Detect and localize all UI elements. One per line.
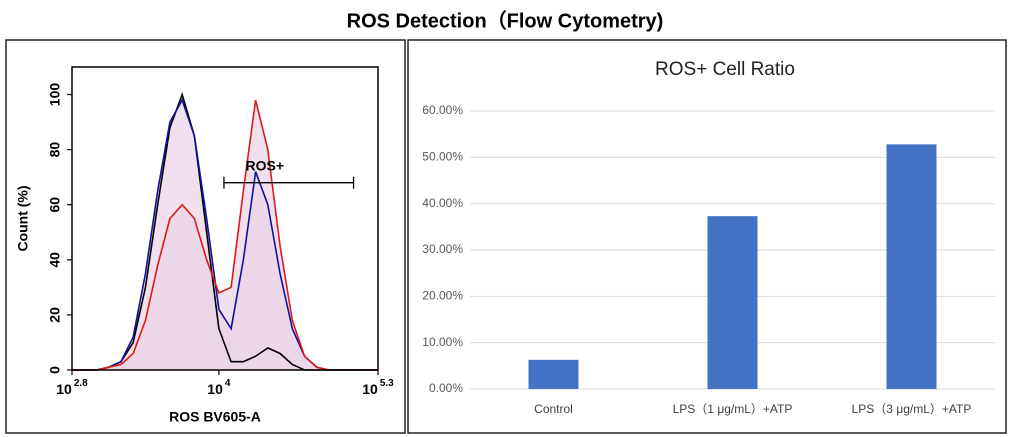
y-tick-label: 20 (47, 307, 63, 323)
y-tick-label: 100 (47, 83, 63, 107)
x-tick-label: 10 4 (207, 378, 231, 397)
panel-frame (5, 39, 406, 434)
tick-base: 10 (56, 381, 72, 397)
plot-frame (71, 66, 379, 371)
tick-exponent: 2.8 (74, 378, 88, 389)
x-tick-label: Control (534, 402, 573, 416)
bar (886, 144, 937, 389)
area (72, 100, 378, 371)
bar (707, 216, 758, 389)
bar (528, 359, 579, 389)
x-axis-label: ROS BV605-A (169, 409, 261, 425)
y-tick-label: 0.00% (429, 381, 463, 395)
area (72, 100, 378, 371)
tick-exponent: 4 (225, 378, 231, 389)
y-tick-label: 30.00% (422, 242, 463, 256)
x-tick-label: 10 2.8 (56, 378, 88, 397)
tick-base: 10 (362, 381, 378, 397)
panel-frame (407, 39, 1007, 434)
y-tick-label: 10.00% (422, 335, 463, 349)
chart-title: ROS+ Cell Ratio (655, 59, 795, 80)
x-tick-label: 10 5.3 (362, 378, 394, 397)
x-tick-label: LPS（3 μg/mL）+ATP (852, 402, 972, 416)
y-tick-label: 60 (47, 197, 63, 213)
figure-title: ROS Detection（Flow Cytometry) (347, 9, 664, 32)
gate-label: ROS+ (245, 157, 284, 173)
y-tick-label: 80 (47, 142, 63, 158)
tick-exponent: 5.3 (380, 378, 394, 389)
y-tick-label: 40 (47, 252, 63, 268)
y-tick-label: 50.00% (422, 150, 463, 164)
y-tick-label: 0 (47, 366, 63, 374)
y-tick-label: 20.00% (422, 289, 463, 303)
x-tick-label: LPS（1 μg/mL）+ATP (673, 402, 793, 416)
tick-base: 10 (207, 381, 223, 397)
y-axis-label: Count (%) (15, 185, 31, 251)
y-tick-label: 60.00% (422, 103, 463, 117)
y-tick-label: 40.00% (422, 196, 463, 210)
